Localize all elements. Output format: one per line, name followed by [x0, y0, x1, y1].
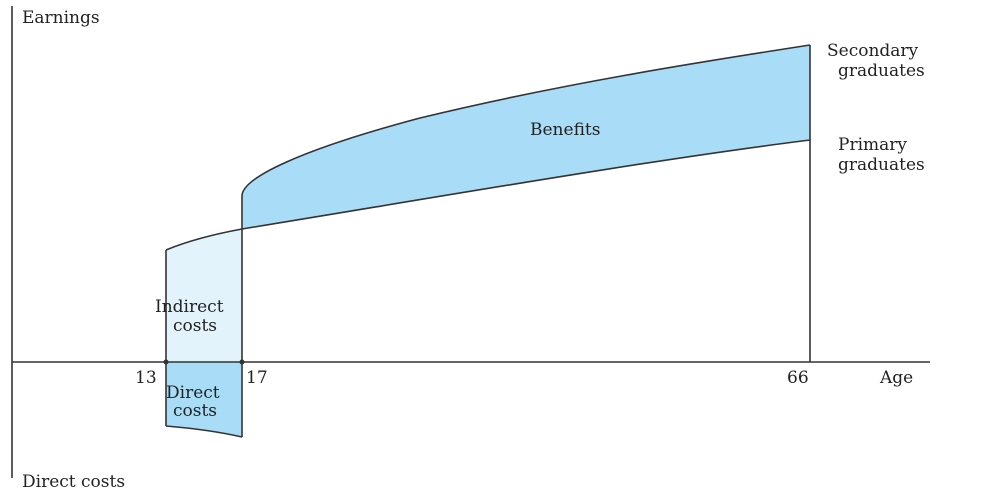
- direct-costs-curve: [165, 425, 243, 438]
- x-axis-label: Age: [879, 368, 913, 388]
- direct-costs-region: [166, 362, 242, 437]
- y-axis-bottom-label: Direct costs: [22, 472, 125, 491]
- indirect-costs-label-line1: Indirect: [155, 297, 224, 317]
- tick-13-label: 13: [135, 368, 157, 388]
- benefits-label: Benefits: [530, 120, 600, 140]
- direct-costs-label-line1: Direct: [166, 383, 220, 403]
- primary-graduates-curve: [165, 139, 811, 251]
- tick-13-mark: [163, 359, 169, 365]
- indirect-costs-label-line2: costs: [173, 316, 217, 336]
- benefits-region: [242, 45, 810, 228]
- tick-66-label: 66: [787, 368, 809, 388]
- tick-17-label: 17: [246, 368, 268, 388]
- secondary-graduates-curve: [241, 44, 811, 197]
- tick-17-mark: [239, 359, 245, 365]
- direct-costs-label-line2: costs: [173, 401, 217, 421]
- y-axis-top-label: Earnings: [22, 8, 100, 28]
- secondary-graduates-label-line2: graduates: [838, 61, 925, 81]
- secondary-graduates-label-line1: Secondary: [827, 41, 919, 61]
- primary-graduates-label-line1: Primary: [838, 135, 907, 155]
- primary-graduates-label-line2: graduates: [838, 155, 925, 175]
- indirect-costs-region: [166, 229, 242, 362]
